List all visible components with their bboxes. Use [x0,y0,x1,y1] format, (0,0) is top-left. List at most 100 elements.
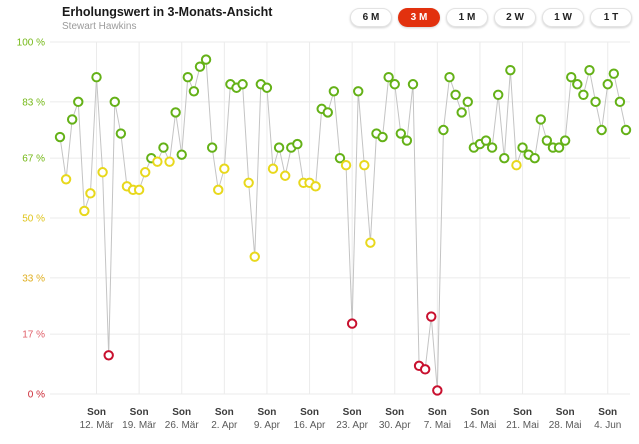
data-point[interactable] [511,160,522,171]
data-point[interactable] [492,89,504,101]
x-axis-weekday-label: Son [343,407,362,418]
data-point[interactable] [401,135,413,146]
data-point[interactable] [553,142,565,153]
data-point[interactable] [517,142,528,153]
data-point[interactable] [292,138,303,150]
data-point[interactable] [608,68,620,79]
data-point[interactable] [377,131,388,143]
data-point[interactable] [456,107,467,118]
data-point[interactable] [140,167,151,178]
data-point[interactable] [85,188,96,199]
user-name: Stewart Hawkins [62,21,137,32]
data-point[interactable] [438,124,449,136]
data-point[interactable] [279,170,291,181]
data-point[interactable] [188,86,200,97]
data-point[interactable] [462,96,473,108]
data-point[interactable] [322,107,333,118]
data-point[interactable] [310,181,321,192]
data-point[interactable] [164,156,175,167]
data-point[interactable] [444,72,455,83]
data-point[interactable] [267,163,279,174]
x-axis-weekday-label: Son [470,407,489,418]
range-button-1w[interactable]: 1 W [542,8,584,27]
data-point[interactable] [328,86,340,97]
x-axis-date-label: 16. Apr [294,420,326,431]
data-point[interactable] [419,364,431,375]
time-range-selector: 6 M 3 M 1 M 2 W 1 W 1 T [350,8,632,27]
data-point[interactable] [66,114,78,125]
data-point[interactable] [213,184,224,196]
data-point[interactable] [529,152,540,164]
data-point[interactable] [334,152,346,164]
y-axis-label: 100 % [17,38,45,49]
range-button-2w[interactable]: 2 W [494,8,536,27]
page-title: Erholungswert in 3-Monats-Ansicht [62,5,273,19]
data-point[interactable] [407,79,419,90]
data-point[interactable] [54,131,66,143]
range-button-1t[interactable]: 1 T [590,8,632,27]
data-point[interactable] [158,142,169,153]
data-point[interactable] [353,86,364,97]
range-button-3m[interactable]: 3 M [398,8,440,27]
data-point[interactable] [596,124,607,136]
x-axis-weekday-label: Son [513,407,532,418]
x-axis-weekday-label: Son [556,407,575,418]
range-button-1m[interactable]: 1 M [446,8,488,27]
data-point[interactable] [182,72,194,83]
data-point[interactable] [243,177,254,189]
data-point[interactable] [389,79,400,90]
data-point[interactable] [340,160,352,171]
data-point[interactable] [152,156,163,167]
data-point[interactable] [620,124,632,136]
x-axis-weekday-label: Son [257,407,276,418]
data-point[interactable] [365,237,376,248]
data-point[interactable] [346,318,358,329]
data-point[interactable] [109,96,120,108]
data-point[interactable] [590,96,601,108]
x-axis-weekday-label: Son [598,407,617,418]
range-button-6m[interactable]: 6 M [350,8,392,27]
data-point[interactable] [91,72,102,83]
data-point[interactable] [133,184,145,196]
y-axis-label: 17 % [22,330,45,341]
data-point[interactable] [115,128,127,139]
data-point[interactable] [79,205,90,217]
data-point[interactable] [614,96,626,108]
data-point[interactable] [505,64,516,76]
data-point[interactable] [170,107,181,118]
data-point[interactable] [480,135,492,146]
data-point[interactable] [499,152,510,164]
data-point[interactable] [486,142,498,153]
data-point[interactable] [237,79,248,90]
data-point[interactable] [383,72,394,83]
data-point[interactable] [426,311,437,322]
data-point[interactable] [541,135,553,146]
data-point[interactable] [584,64,595,76]
x-axis-weekday-label: Son [428,407,447,418]
data-point[interactable] [249,251,260,262]
data-point[interactable] [219,163,230,174]
data-point[interactable] [60,174,72,185]
data-point[interactable] [432,385,443,396]
data-point[interactable] [73,96,84,108]
data-point[interactable] [359,160,370,171]
data-point[interactable] [176,149,187,160]
data-point[interactable] [261,82,273,93]
data-point[interactable] [535,114,546,125]
data-point[interactable] [602,79,613,90]
data-point[interactable] [559,135,571,146]
data-point[interactable] [103,350,114,361]
x-axis-date-label: 19. Mär [122,420,157,431]
data-point[interactable] [566,72,577,83]
data-point[interactable] [97,167,108,178]
data-point[interactable] [206,142,218,153]
data-point[interactable] [200,54,212,65]
data-point[interactable] [578,89,589,101]
y-axis-label: 50 % [22,214,45,225]
data-point[interactable] [273,142,285,153]
data-point[interactable] [395,128,407,139]
data-point[interactable] [572,79,583,90]
data-point[interactable] [194,61,206,72]
data-point[interactable] [450,89,461,101]
